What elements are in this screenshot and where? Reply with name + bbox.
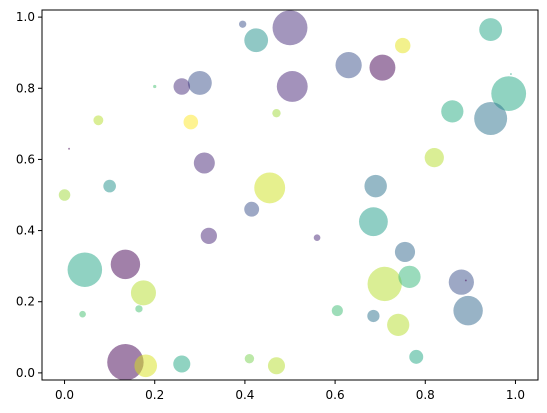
data-point-47 [510, 73, 512, 75]
data-point-46 [68, 147, 70, 150]
data-point-31 [244, 201, 260, 217]
data-point-9 [110, 249, 141, 280]
data-point-29 [173, 78, 191, 95]
y-tick-label-1: 0.2 [16, 295, 35, 309]
data-point-27 [267, 357, 286, 375]
data-point-15 [187, 70, 212, 95]
data-point-35 [367, 309, 380, 323]
data-point-37 [331, 305, 343, 317]
data-point-16 [244, 28, 269, 53]
data-point-20 [387, 313, 410, 336]
data-point-45 [153, 84, 157, 89]
data-point-36 [58, 189, 71, 201]
data-point-2 [67, 252, 103, 287]
data-point-5 [474, 102, 508, 135]
x-tick-label-1: 0.2 [145, 388, 164, 402]
x-tick-label-5: 1.0 [506, 388, 525, 402]
data-point-40 [272, 108, 281, 118]
data-point-48 [464, 279, 467, 282]
data-point-25 [424, 148, 444, 168]
data-point-30 [395, 37, 411, 54]
data-point-17 [479, 18, 503, 41]
axes-frame [41, 9, 539, 381]
data-point-21 [364, 174, 387, 198]
data-point-33 [409, 349, 424, 364]
data-point-24 [394, 241, 416, 263]
x-tick-label-2: 0.4 [235, 388, 254, 402]
data-point-18 [134, 354, 158, 378]
data-point-26 [173, 355, 191, 373]
points-layer [58, 10, 527, 381]
data-point-0 [107, 344, 144, 381]
data-point-14 [130, 280, 156, 306]
x-tick-label-3: 0.6 [326, 388, 345, 402]
data-point-8 [453, 295, 483, 326]
y-tick-label-0: 0.0 [16, 366, 35, 380]
data-point-42 [239, 20, 247, 28]
data-point-7 [276, 71, 308, 102]
y-tick-label-2: 0.4 [16, 224, 35, 238]
data-point-22 [398, 265, 421, 288]
data-point-11 [335, 52, 362, 79]
data-point-23 [193, 152, 215, 174]
data-point-41 [135, 305, 143, 313]
data-point-44 [313, 234, 321, 242]
y-tick-label-4: 0.8 [16, 81, 35, 95]
y-axis: 0.0 0.2 0.4 0.6 0.8 1.0 [16, 10, 42, 380]
data-point-39 [244, 353, 255, 364]
data-point-6 [254, 172, 286, 204]
data-point-32 [183, 114, 199, 130]
x-axis: 0.0 0.2 0.4 0.6 0.8 1.0 [55, 380, 525, 402]
data-point-43 [79, 310, 86, 318]
data-point-28 [200, 227, 217, 245]
data-point-19 [441, 100, 464, 123]
x-tick-label-0: 0.0 [55, 388, 74, 402]
y-tick-label-3: 0.6 [16, 152, 35, 166]
data-point-3 [367, 266, 402, 302]
data-point-34 [103, 179, 116, 193]
data-point-10 [359, 207, 388, 237]
x-tick-label-4: 0.8 [416, 388, 435, 402]
data-point-13 [448, 269, 474, 295]
data-point-4 [491, 76, 527, 112]
y-tick-label-5: 1.0 [16, 10, 35, 24]
data-point-12 [369, 54, 396, 81]
data-point-38 [93, 115, 104, 126]
data-point-1 [272, 10, 308, 46]
